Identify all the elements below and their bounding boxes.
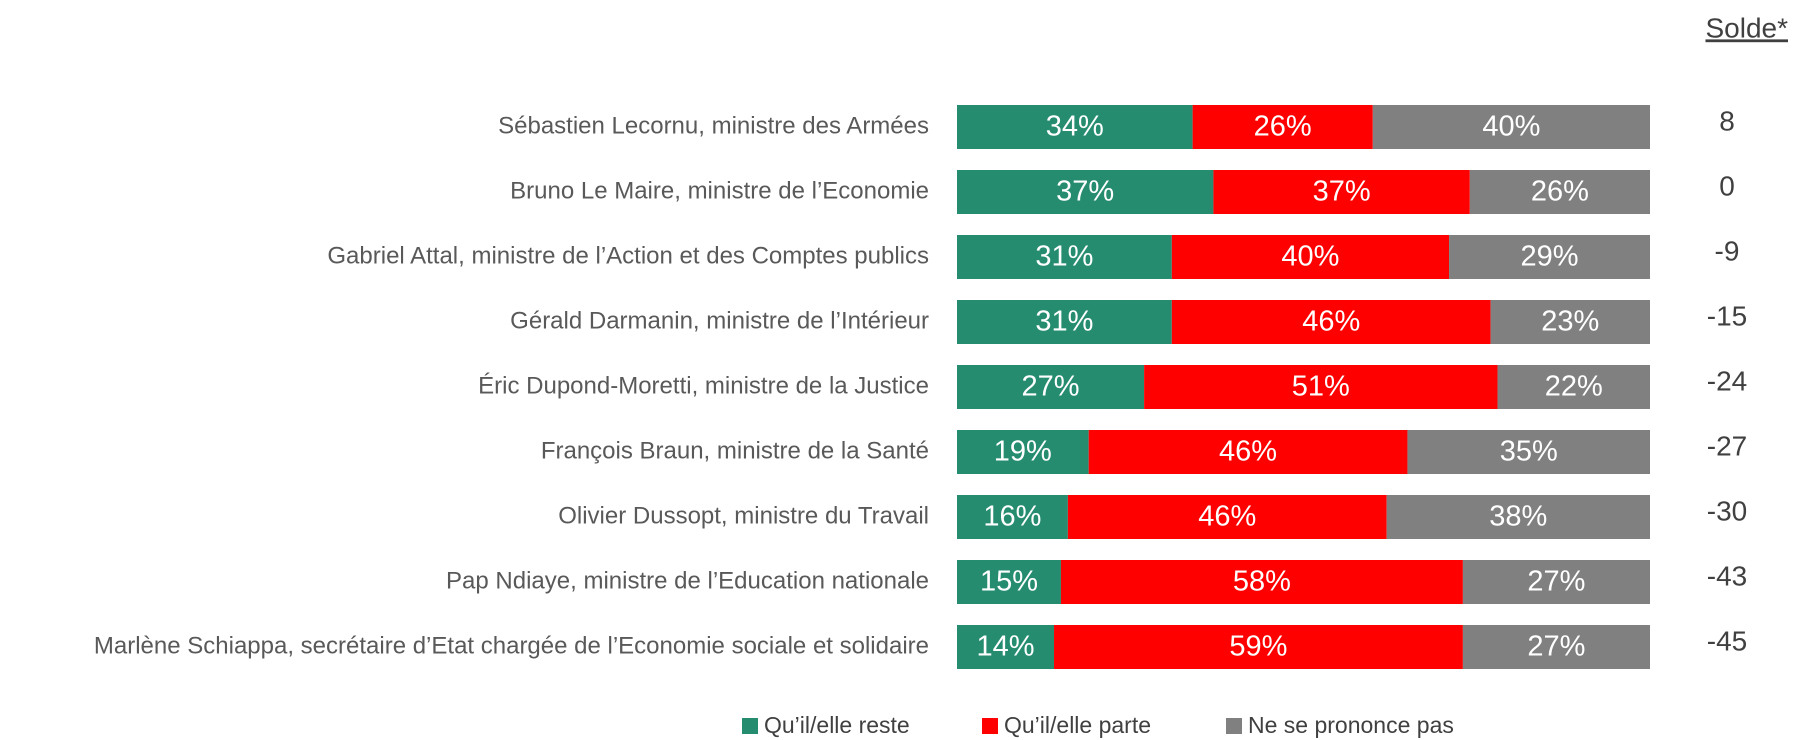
value-label: 27% [1022,371,1080,403]
value-label: 19% [994,436,1052,468]
category-label: Pap Ndiaye, ministre de l’Education nati… [446,567,929,594]
legend-label: Ne se prononce pas [1248,712,1454,738]
bar-segment [957,300,1172,344]
value-label: 34% [1046,111,1104,143]
value-label: 35% [1500,436,1558,468]
value-label: 14% [976,631,1034,663]
bar-segment [1054,625,1463,669]
bar-segment [1386,495,1650,539]
legend-swatch [1226,718,1242,734]
solde-value: -15 [1707,300,1747,331]
bar-segment [1407,430,1650,474]
bar-segment [1171,300,1491,344]
value-label: 15% [980,566,1038,598]
solde-value: -9 [1715,235,1740,266]
value-label: 46% [1198,501,1256,533]
value-label: 23% [1541,306,1599,338]
value-label: 38% [1489,501,1547,533]
bar-segment [957,430,1089,474]
value-label: 37% [1313,176,1371,208]
value-label: 31% [1035,306,1093,338]
legend-swatch [982,718,998,734]
solde-value: -27 [1707,430,1747,461]
bar-segment [957,105,1193,149]
legend-label: Qu’il/elle reste [764,712,910,738]
bar-segment [957,495,1068,539]
bar-segment [1192,105,1373,149]
value-label: 29% [1520,241,1578,273]
solde-value: -24 [1707,365,1747,396]
bar-segment [1449,235,1650,279]
value-label: 31% [1035,241,1093,273]
value-label: 40% [1482,111,1540,143]
category-label: Marlène Schiappa, secrétaire d’Etat char… [94,632,929,659]
bar-segment [1144,365,1498,409]
bar-segment [957,235,1172,279]
value-label: 58% [1233,566,1291,598]
value-label: 51% [1292,371,1350,403]
bar-segment [957,560,1061,604]
legend-swatch [742,718,758,734]
value-label: 27% [1527,631,1585,663]
solde-value: 8 [1719,105,1735,136]
bar-segment [957,170,1214,214]
solde-value: 0 [1719,170,1735,201]
category-label: Sébastien Lecornu, ministre des Armées [498,112,929,139]
bar-segment [1497,365,1650,409]
value-label: 22% [1545,371,1603,403]
value-label: 16% [983,501,1041,533]
bar-segment [1060,560,1463,604]
bar-segment [1462,560,1650,604]
solde-value: -45 [1707,625,1747,656]
value-label: 27% [1527,566,1585,598]
bar-segment [1372,105,1650,149]
value-label: 26% [1531,176,1589,208]
bar-segment [1462,625,1650,669]
solde-value: -30 [1707,495,1747,526]
value-label: 59% [1229,631,1287,663]
value-label: 46% [1302,306,1360,338]
bar-segment [1067,495,1387,539]
category-label: Éric Dupond-Moretti, ministre de la Just… [478,372,929,399]
legend-label: Qu’il/elle parte [1004,712,1151,738]
value-label: 37% [1056,176,1114,208]
value-label: 46% [1219,436,1277,468]
bar-segment [957,625,1055,669]
category-label: Gérald Darmanin, ministre de l’Intérieur [510,307,929,334]
category-label: Olivier Dussopt, ministre du Travail [558,502,929,529]
bar-segment [1171,235,1450,279]
category-label: Gabriel Attal, ministre de l’Action et d… [327,242,929,269]
bar-segment [1469,170,1650,214]
solde-value: -43 [1707,560,1747,591]
value-label: 40% [1281,241,1339,273]
category-label: François Braun, ministre de la Santé [541,437,929,464]
bar-segment [1213,170,1470,214]
value-label: 26% [1254,111,1312,143]
bar-segment [1490,300,1650,344]
bar-segment [957,365,1145,409]
bar-segment [1088,430,1408,474]
category-label: Bruno Le Maire, ministre de l’Economie [510,177,929,204]
solde-title: Solde* [1705,12,1788,43]
